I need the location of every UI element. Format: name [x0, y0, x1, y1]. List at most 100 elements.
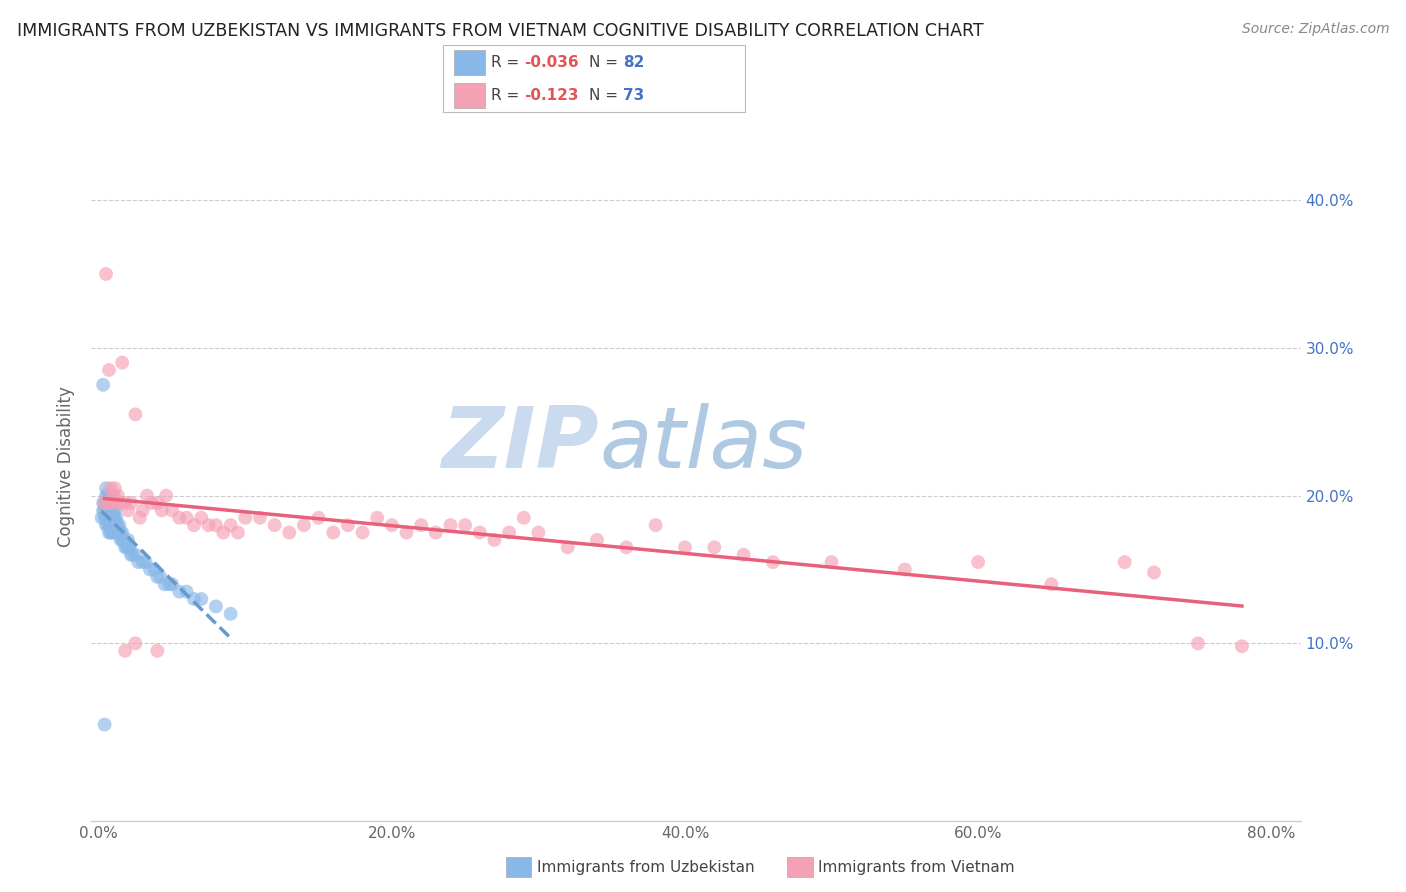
Point: [190, 592, 212, 607]
Point: [249, 510, 271, 524]
Point: [219, 607, 242, 621]
Point: [90, 510, 112, 524]
Point: [117, 541, 139, 555]
Point: [111, 533, 134, 547]
Point: [101, 503, 124, 517]
Text: IMMIGRANTS FROM UZBEKISTAN VS IMMIGRANTS FROM VIETNAM COGNITIVE DISABILITY CORRE: IMMIGRANTS FROM UZBEKISTAN VS IMMIGRANTS…: [17, 22, 984, 40]
Point: [114, 541, 136, 555]
Text: R =: R =: [491, 55, 524, 70]
Point: [104, 481, 127, 495]
Point: [127, 555, 149, 569]
Point: [93, 510, 115, 524]
Point: [673, 541, 696, 555]
Point: [96, 518, 118, 533]
Point: [183, 518, 205, 533]
Point: [136, 489, 159, 503]
Point: [308, 510, 330, 524]
Point: [967, 555, 990, 569]
Point: [205, 599, 228, 614]
Point: [212, 525, 235, 540]
Point: [169, 510, 191, 524]
Point: [93, 717, 115, 731]
Point: [103, 489, 125, 503]
Point: [366, 510, 388, 524]
Point: [395, 525, 418, 540]
Point: [100, 518, 122, 533]
Point: [527, 525, 550, 540]
Point: [160, 503, 183, 517]
Point: [112, 533, 135, 547]
Point: [1040, 577, 1063, 591]
Point: [128, 510, 150, 524]
Point: [105, 518, 128, 533]
Point: [100, 496, 122, 510]
Point: [117, 533, 139, 547]
Point: [118, 541, 141, 555]
Point: [104, 503, 127, 517]
Point: [121, 548, 143, 562]
Point: [176, 510, 198, 524]
Point: [115, 541, 138, 555]
Point: [100, 489, 122, 503]
Point: [557, 541, 579, 555]
Point: [169, 584, 191, 599]
Point: [219, 518, 242, 533]
Text: N =: N =: [589, 88, 623, 103]
Point: [894, 562, 917, 576]
Point: [107, 489, 129, 503]
Point: [352, 525, 374, 540]
Point: [93, 496, 115, 510]
Point: [94, 496, 117, 510]
Point: [91, 496, 114, 510]
Point: [124, 636, 146, 650]
Text: 82: 82: [623, 55, 644, 70]
Point: [146, 644, 169, 658]
Point: [103, 496, 125, 510]
Point: [93, 503, 115, 517]
Point: [111, 525, 134, 540]
Point: [644, 518, 666, 533]
Y-axis label: Cognitive Disability: Cognitive Disability: [58, 385, 76, 547]
Point: [101, 518, 124, 533]
Point: [135, 555, 157, 569]
Point: [105, 510, 128, 524]
Point: [111, 356, 134, 370]
Text: atlas: atlas: [599, 403, 807, 486]
Point: [103, 503, 125, 517]
Point: [103, 518, 125, 533]
Point: [513, 510, 536, 524]
Point: [1143, 566, 1166, 580]
Point: [155, 489, 177, 503]
Point: [146, 570, 169, 584]
Point: [110, 525, 132, 540]
Point: [468, 525, 491, 540]
Point: [103, 510, 125, 524]
Text: R =: R =: [491, 88, 529, 103]
Point: [183, 592, 205, 607]
Point: [143, 562, 166, 576]
Point: [762, 555, 785, 569]
Point: [98, 510, 121, 524]
Point: [100, 481, 122, 495]
Point: [105, 525, 128, 540]
Point: [108, 518, 131, 533]
Text: Immigrants from Vietnam: Immigrants from Vietnam: [818, 860, 1015, 874]
Point: [1114, 555, 1136, 569]
Text: -0.036: -0.036: [524, 55, 579, 70]
Point: [141, 496, 163, 510]
Point: [425, 525, 447, 540]
Point: [94, 489, 117, 503]
Point: [117, 503, 139, 517]
Point: [98, 489, 121, 503]
Text: ZIP: ZIP: [441, 403, 599, 486]
Point: [104, 525, 127, 540]
Point: [98, 525, 121, 540]
Point: [197, 518, 219, 533]
Point: [160, 577, 183, 591]
Point: [104, 510, 127, 524]
Point: [96, 489, 118, 503]
Point: [100, 503, 122, 517]
Point: [411, 518, 433, 533]
Point: [105, 496, 128, 510]
Point: [94, 503, 117, 517]
